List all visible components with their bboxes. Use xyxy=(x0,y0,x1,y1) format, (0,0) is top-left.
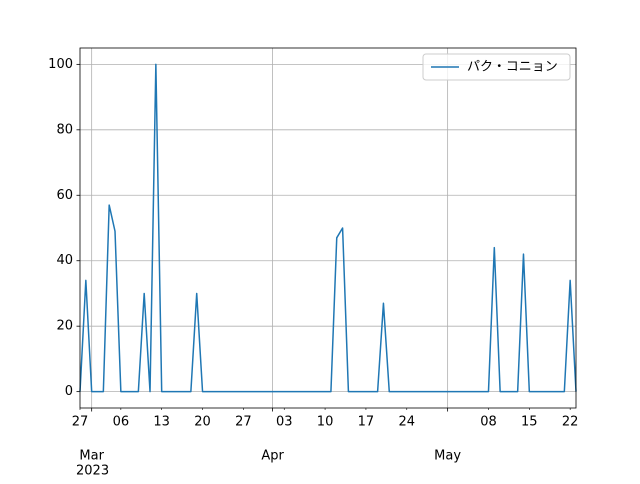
x-minor-tick-label: 20 xyxy=(194,415,211,430)
x-tick-label: May xyxy=(434,449,461,464)
y-tick-label: 20 xyxy=(56,319,73,334)
x-minor-tick-label: 08 xyxy=(480,415,497,430)
x-minor-tick-label: 06 xyxy=(113,415,130,430)
x-minor-tick-label: 27 xyxy=(72,415,89,430)
x-tick-label: Apr xyxy=(261,449,284,464)
x-minor-tick-label: 27 xyxy=(235,415,252,430)
x-minor-tick-label: 15 xyxy=(521,415,538,430)
x-minor-tick-label: 24 xyxy=(399,415,416,430)
y-tick-label: 40 xyxy=(56,253,73,268)
y-tick-label: 0 xyxy=(65,384,73,399)
x-tick-label: Mar xyxy=(79,449,104,464)
x-minor-tick-label: 03 xyxy=(276,415,293,430)
x-offset-label: 2023 xyxy=(76,464,109,479)
legend-label: パク・コニョン xyxy=(467,60,558,75)
y-tick-label: 60 xyxy=(56,188,73,203)
y-tick-label: 100 xyxy=(48,57,73,72)
line-series xyxy=(79,63,577,393)
x-minor-tick-label: 22 xyxy=(562,415,579,430)
x-minor-tick-label: 10 xyxy=(317,415,334,430)
legend-box xyxy=(422,53,571,81)
x-minor-tick-label: 13 xyxy=(153,415,170,430)
x-minor-tick-label: 17 xyxy=(358,415,375,430)
plot-frame xyxy=(79,47,577,409)
y-tick-label: 80 xyxy=(56,122,73,137)
